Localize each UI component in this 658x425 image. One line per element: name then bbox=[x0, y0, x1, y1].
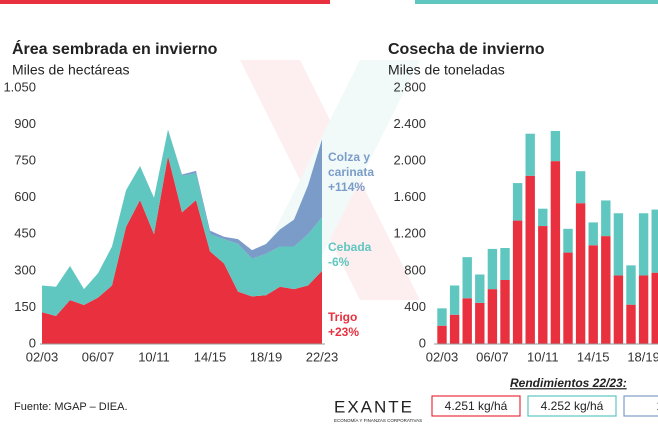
y-tick-label: 800 bbox=[404, 262, 426, 277]
bar bbox=[462, 298, 472, 344]
x-tick-label: 02/03 bbox=[26, 349, 59, 364]
x-tick-label: 10/11 bbox=[138, 349, 170, 364]
top-stripe bbox=[0, 0, 330, 4]
x-tick-label: 18/19 bbox=[250, 349, 283, 364]
bar bbox=[538, 226, 548, 344]
chart-subtitle: Miles de hectáreas bbox=[12, 62, 130, 78]
y-tick-label: 400 bbox=[404, 299, 426, 314]
x-tick-label: 02/03 bbox=[426, 349, 459, 364]
yield-box bbox=[431, 395, 521, 417]
series-change: -6% bbox=[328, 255, 350, 269]
bar bbox=[525, 175, 535, 344]
bar bbox=[563, 228, 573, 253]
x-tick-label: 06/07 bbox=[476, 349, 509, 364]
series-change: +114% bbox=[328, 180, 366, 194]
bar bbox=[500, 280, 510, 344]
x-tick-label: 18/19 bbox=[627, 349, 658, 364]
bar bbox=[437, 325, 447, 344]
bar bbox=[449, 285, 460, 315]
bar bbox=[550, 130, 561, 162]
bar bbox=[638, 213, 649, 276]
logo-tagline: ECONOMÍA Y FINANZAS CORPORATIVAS bbox=[334, 417, 422, 423]
y-tick-label: 900 bbox=[14, 116, 36, 131]
yields-title: Rendimientos 22/23: bbox=[510, 376, 627, 390]
logo: EXANTE bbox=[334, 397, 414, 416]
y-tick-label: 150 bbox=[14, 299, 36, 314]
bar bbox=[613, 213, 624, 276]
bar bbox=[626, 265, 636, 305]
bar bbox=[525, 133, 535, 176]
bar bbox=[626, 304, 636, 344]
bar bbox=[575, 171, 586, 204]
annotation-text: Trigo +23% bbox=[328, 310, 388, 340]
y-tick-label: 450 bbox=[14, 226, 36, 241]
yield-box bbox=[623, 395, 658, 417]
annotation: Trigo+23% bbox=[328, 310, 388, 340]
bar bbox=[475, 274, 485, 303]
y-tick-label: 1.050 bbox=[3, 79, 36, 94]
bar bbox=[588, 222, 598, 246]
area bbox=[42, 156, 322, 344]
series-name: Colza y carinata bbox=[328, 150, 375, 179]
x-tick-label: 10/11 bbox=[527, 349, 559, 364]
bar bbox=[638, 275, 649, 344]
annotation: Colza y carinata+114% bbox=[328, 150, 388, 195]
chart-title: Área sembrada en invierno bbox=[12, 39, 218, 58]
area bbox=[42, 129, 322, 316]
x-tick-label: 22/23 bbox=[306, 349, 339, 364]
bar bbox=[588, 245, 598, 344]
series-change: +23% bbox=[328, 325, 360, 339]
bar bbox=[487, 289, 498, 344]
bar bbox=[550, 161, 561, 344]
bar bbox=[601, 236, 611, 344]
y-tick-label: 1.600 bbox=[393, 189, 426, 204]
bar bbox=[462, 257, 472, 299]
top-stripe bbox=[415, 0, 658, 4]
x-tick-label: 14/15 bbox=[577, 349, 610, 364]
bar bbox=[651, 272, 658, 344]
bar bbox=[500, 248, 510, 280]
annotation: Cebada-6% bbox=[328, 240, 388, 270]
bar bbox=[538, 208, 548, 227]
x-tick-label: 14/15 bbox=[194, 349, 227, 364]
y-tick-label: 600 bbox=[14, 189, 36, 204]
x-tick-label: 06/07 bbox=[82, 349, 115, 364]
yield-value: 1.68 bbox=[656, 399, 658, 413]
yield-value: 4.251 kg/há bbox=[445, 399, 508, 413]
yield-box bbox=[527, 395, 617, 417]
y-tick-label: 1.200 bbox=[393, 226, 426, 241]
bar bbox=[512, 183, 523, 221]
source: Fuente: MGAP – DIEA. bbox=[14, 401, 128, 413]
y-tick-label: 0 bbox=[29, 335, 36, 350]
bar bbox=[512, 220, 523, 344]
bar bbox=[613, 275, 624, 344]
bar bbox=[651, 209, 658, 273]
y-tick-label: 2.000 bbox=[393, 153, 426, 168]
bar bbox=[601, 200, 611, 237]
bar bbox=[475, 302, 485, 344]
bar bbox=[575, 203, 586, 344]
bar bbox=[449, 314, 460, 344]
y-tick-label: 2.400 bbox=[393, 116, 426, 131]
series-name: Trigo bbox=[328, 310, 358, 324]
annotation-text: Cebada -6% bbox=[328, 240, 388, 270]
chart-subtitle: Miles de toneladas bbox=[388, 62, 505, 78]
bar bbox=[563, 252, 573, 344]
yield-value: 4.252 kg/há bbox=[541, 399, 604, 413]
y-tick-label: 300 bbox=[14, 262, 36, 277]
y-tick-label: 0 bbox=[419, 335, 426, 350]
series-name: Cebada bbox=[328, 240, 372, 254]
y-tick-label: 750 bbox=[14, 153, 36, 168]
bar bbox=[487, 248, 498, 290]
annotation-text: Colza y carinata +114% bbox=[328, 150, 388, 195]
y-tick-label: 2.800 bbox=[393, 79, 426, 94]
bar bbox=[437, 308, 447, 326]
chart-title: Cosecha de invierno bbox=[388, 41, 545, 58]
